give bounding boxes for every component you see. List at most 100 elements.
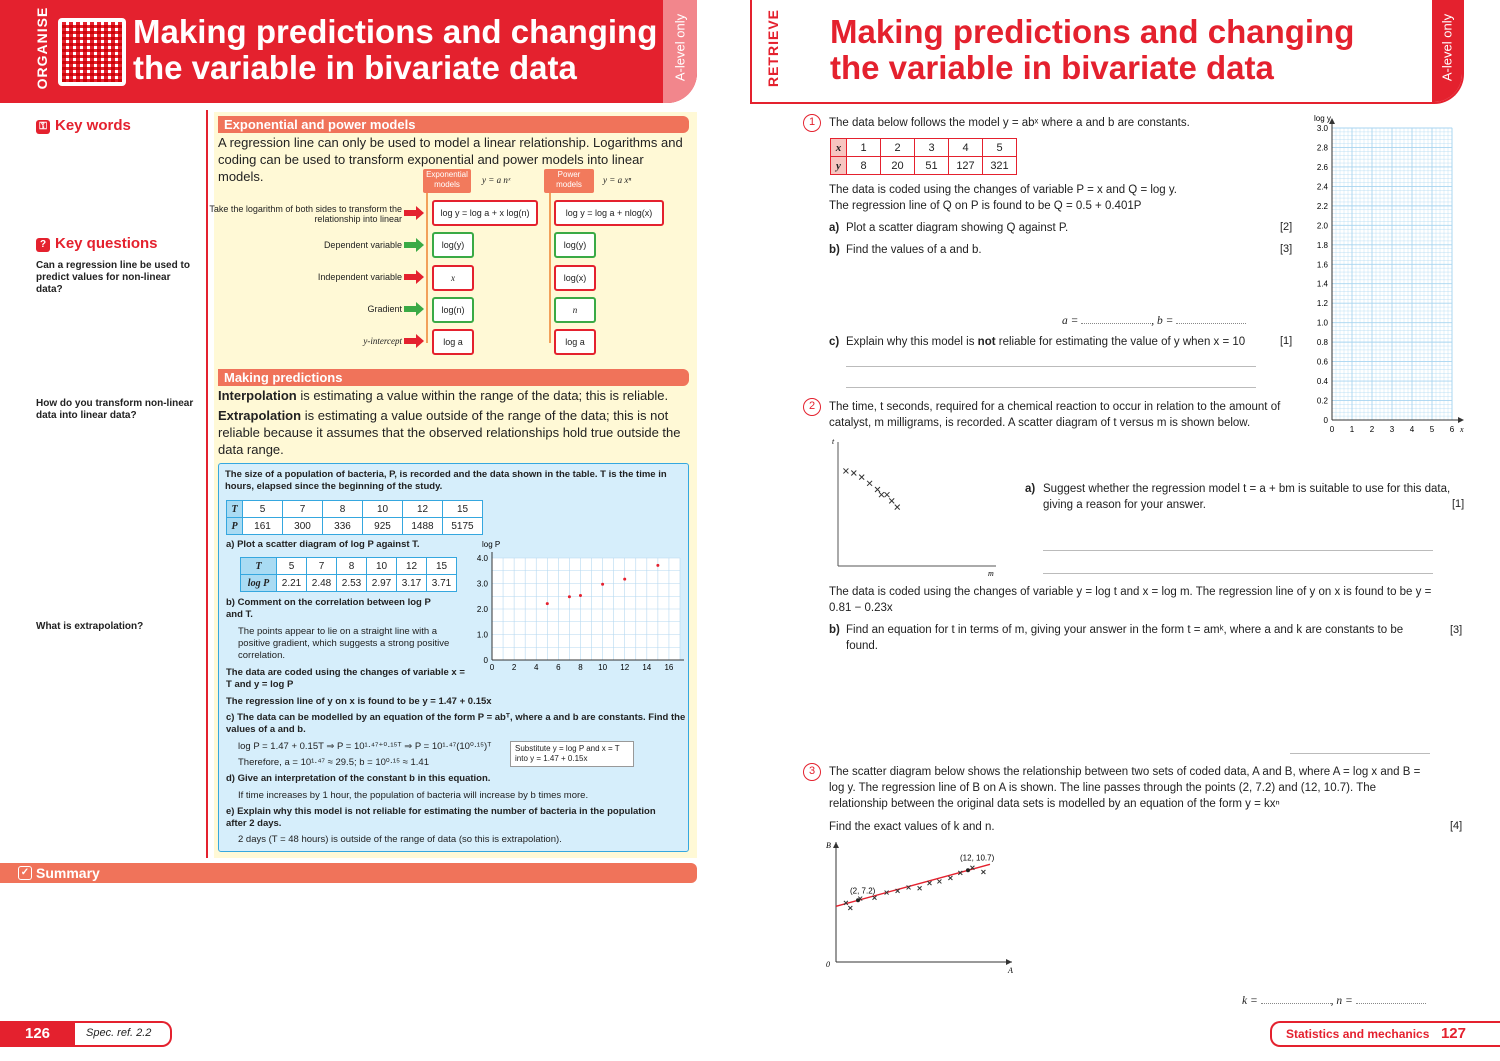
t-vs-m-scatter: tm (832, 437, 996, 578)
level-tag: A-level only (1432, 0, 1462, 102)
question-3-number: 3 (803, 763, 821, 781)
answer-line[interactable] (1043, 550, 1433, 551)
part-d-answer: If time increases by 1 hour, the populat… (238, 790, 589, 801)
key-question-1: Can a regression line be used to predict… (36, 260, 190, 295)
pow-formula: y = a xⁿ (603, 175, 632, 185)
page-title: Making predictions and changing the vari… (133, 13, 658, 86)
table-cell: 5 (242, 500, 283, 518)
q1-a-label: a) (829, 222, 840, 234)
table-cell: 300 (282, 517, 323, 535)
connector-line (426, 193, 428, 343)
flow-box-pow: log(x) (554, 265, 596, 291)
y-tick-label: 2.0 (1317, 221, 1329, 230)
qr-code-icon[interactable] (58, 18, 126, 86)
q1-answer-line[interactable]: a = , b = (1062, 313, 1247, 329)
arrow-icon (1329, 118, 1335, 124)
y-tick-label: 2.8 (1317, 143, 1329, 152)
x-tick-label: 0 (490, 663, 495, 672)
answer-line[interactable] (1290, 753, 1430, 754)
connector-line (549, 193, 551, 343)
q1-b-marks: [3] (1280, 243, 1293, 255)
table-cell: 7 (306, 557, 337, 575)
x-tick-label: 2 (1370, 425, 1375, 434)
table-cell: 2 (880, 138, 915, 157)
exp-formula: y = a nˣ (482, 175, 511, 185)
flow-label: Independent variable (317, 272, 402, 282)
x-axis-label: A (1007, 966, 1013, 975)
part-d: d) Give an interpretation of the constan… (226, 773, 491, 784)
x-tick-label: 10 (598, 663, 607, 672)
y-tick-label: 0 (484, 656, 489, 665)
data-point (895, 888, 900, 894)
y-tick-label: 1.6 (1317, 260, 1329, 269)
part-c: c) The data can be modelled by an equati… (226, 712, 686, 735)
table-cell: 2.97 (366, 574, 397, 592)
question-icon: ? (36, 238, 50, 252)
q1-b: Find the values of a and b. (846, 244, 982, 256)
y-tick-label: 1.0 (477, 631, 489, 640)
answer-line[interactable] (846, 387, 1256, 388)
page-number: 126 (0, 1023, 75, 1045)
part-c-answer-2: Therefore, a = 10¹·⁴⁷ ≈ 29.5; b = 10⁰·¹⁵… (238, 757, 429, 768)
arrow-icon (1006, 959, 1012, 965)
substitution-note: Substitute y = log P and x = T into y = … (510, 741, 634, 767)
answer-line[interactable] (846, 366, 1256, 367)
x-tick-label: 8 (578, 663, 583, 672)
flow-box-exp: x (432, 265, 474, 291)
data-point (927, 880, 932, 886)
part-e: e) Explain why this model is not reliabl… (226, 806, 656, 829)
data-point (567, 595, 571, 599)
part-e-answer: 2 days (T = 48 hours) is outside of the … (238, 834, 562, 845)
table-cell: 8 (336, 557, 367, 575)
data-point (888, 498, 895, 504)
table-cell: 8 (846, 156, 881, 175)
part-c-answer-1: log P = 1.47 + 0.15T ⇒ P = 10¹·⁴⁷⁺⁰·¹⁵ᵀ … (238, 741, 492, 752)
data-point (872, 895, 877, 901)
flow-label: y-intercept (363, 336, 402, 346)
q3-ask: Find the exact values of k and n. (829, 821, 995, 833)
table-cell: 8 (322, 500, 363, 518)
table-cell: 336 (322, 517, 363, 535)
x-tick-label: 5 (1430, 425, 1435, 434)
table-cell: 51 (914, 156, 949, 175)
q3-answer-line[interactable]: k = , n = (1242, 993, 1426, 1009)
section-heading-predictions: Making predictions (218, 369, 689, 386)
data-point (970, 865, 975, 871)
q2-b-marks: [3] (1450, 624, 1463, 636)
y-tick-label: 1.2 (1317, 299, 1329, 308)
section-tag: ORGANISE (34, 6, 50, 90)
x-tick-label: 4 (534, 663, 539, 672)
key-icon: ⚿ (36, 120, 50, 134)
arrow-icon (404, 206, 424, 220)
answer-line[interactable] (1043, 573, 1433, 574)
table-cell: 10 (366, 557, 397, 575)
data-point (850, 470, 857, 476)
table-cell: 3 (914, 138, 949, 157)
data-point (884, 890, 889, 895)
y-tick-label: 0.4 (1317, 377, 1329, 386)
y-axis-label: log y (1314, 114, 1331, 123)
q1-coded-2: The regression line of Q on P is found t… (829, 200, 1142, 212)
arrow-icon (404, 302, 424, 316)
q2-a-label: a) (1025, 483, 1036, 495)
q3-marks: [4] (1450, 820, 1463, 832)
data-point (906, 885, 911, 890)
q1-c-marks: [1] (1280, 335, 1293, 347)
data-point (874, 486, 881, 493)
exp-models-header: Exponential models (423, 169, 471, 193)
right-header: RETRIEVE Making predictions and changing… (750, 0, 1464, 104)
data-point (894, 504, 901, 510)
part-a: a) Plot a scatter diagram of log P again… (226, 539, 420, 550)
logy-graph-paper[interactable]: 0 1 2 3 4 5 6 0 0.2 0.4 0.6 0.8 1.0 1.2 1.4 1.6 1.8 2.0 2.… (1300, 112, 1470, 440)
table-cell: 12 (396, 557, 427, 575)
key-question-2: How do you transform non-linear data int… (36, 398, 194, 421)
flow-arrows (404, 206, 424, 348)
flow-label: Dependent variable (323, 240, 402, 250)
y-tick-label: 2.0 (477, 605, 489, 614)
table-cell: 321 (982, 156, 1017, 175)
flow-box-exp: log y = log a + x log(n) (432, 200, 538, 226)
q1-a: Plot a scatter diagram showing Q against… (846, 222, 1069, 234)
y-tick-label: 3.0 (1317, 124, 1329, 133)
data-point (948, 875, 953, 881)
